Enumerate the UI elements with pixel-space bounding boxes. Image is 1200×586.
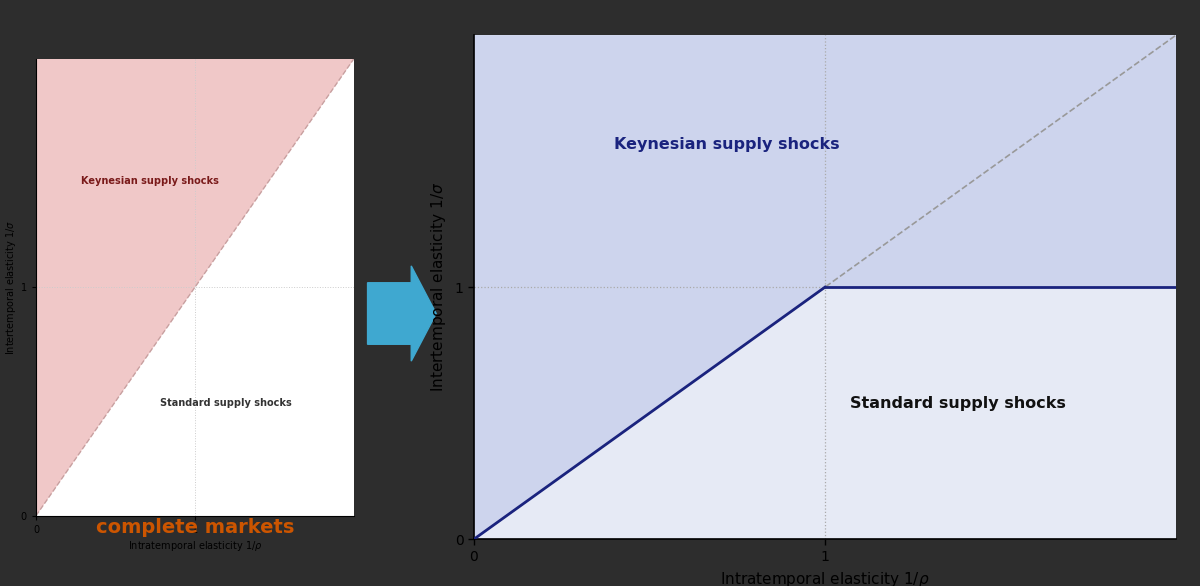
Text: Standard supply shocks: Standard supply shocks [160, 398, 292, 408]
Y-axis label: Intertemporal elasticity 1/$\sigma$: Intertemporal elasticity 1/$\sigma$ [428, 182, 448, 392]
Text: Keynesian supply shocks: Keynesian supply shocks [614, 137, 840, 152]
Text: Standard supply shocks: Standard supply shocks [851, 396, 1067, 411]
X-axis label: Intratemporal elasticity 1/$\rho$: Intratemporal elasticity 1/$\rho$ [720, 571, 930, 586]
Text: Keynesian supply shocks: Keynesian supply shocks [80, 176, 218, 186]
FancyArrow shape [367, 266, 437, 361]
Y-axis label: Intertemporal elasticity 1/$\sigma$: Intertemporal elasticity 1/$\sigma$ [4, 220, 18, 355]
Polygon shape [36, 59, 354, 516]
X-axis label: Intratemporal elasticity 1/$\rho$: Intratemporal elasticity 1/$\rho$ [127, 539, 263, 553]
Text: complete markets: complete markets [96, 518, 295, 537]
Polygon shape [474, 35, 1176, 539]
